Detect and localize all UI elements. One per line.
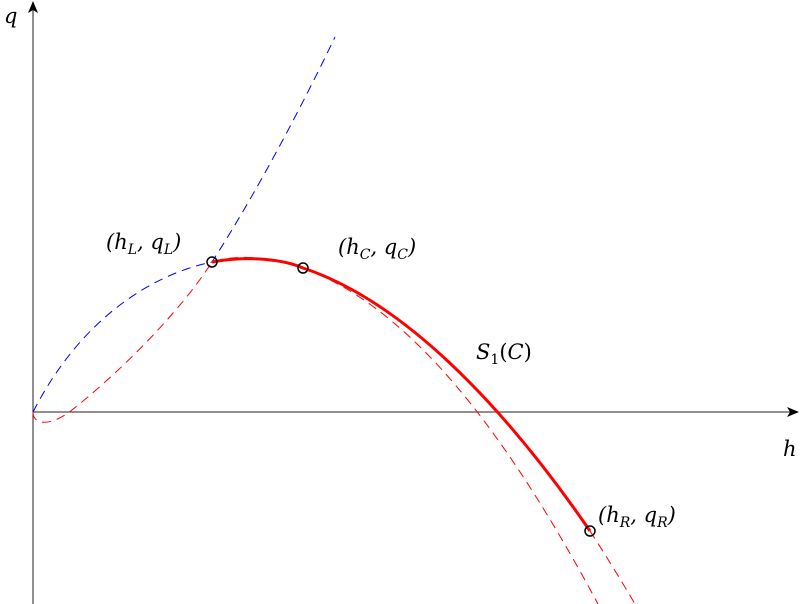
solid-curve-S1 (211, 257, 592, 532)
q-axis-label: q (4, 4, 18, 28)
point-L-marker (206, 256, 218, 268)
point-R-label: (hR, qR) (598, 503, 676, 532)
h-axis-label: h (783, 437, 797, 461)
red-dashed-curve-continuation (589, 530, 636, 604)
blue-dashed-curve (32, 36, 336, 413)
point-L-label: (hL, qL) (106, 230, 182, 259)
point-C-label: (hC, qC) (338, 235, 417, 264)
point-C-marker (297, 262, 309, 274)
point-R-marker (584, 525, 596, 537)
red-dashed-curve-from-origin (32, 256, 599, 604)
curve-S1-label: S1(C) (476, 340, 532, 369)
